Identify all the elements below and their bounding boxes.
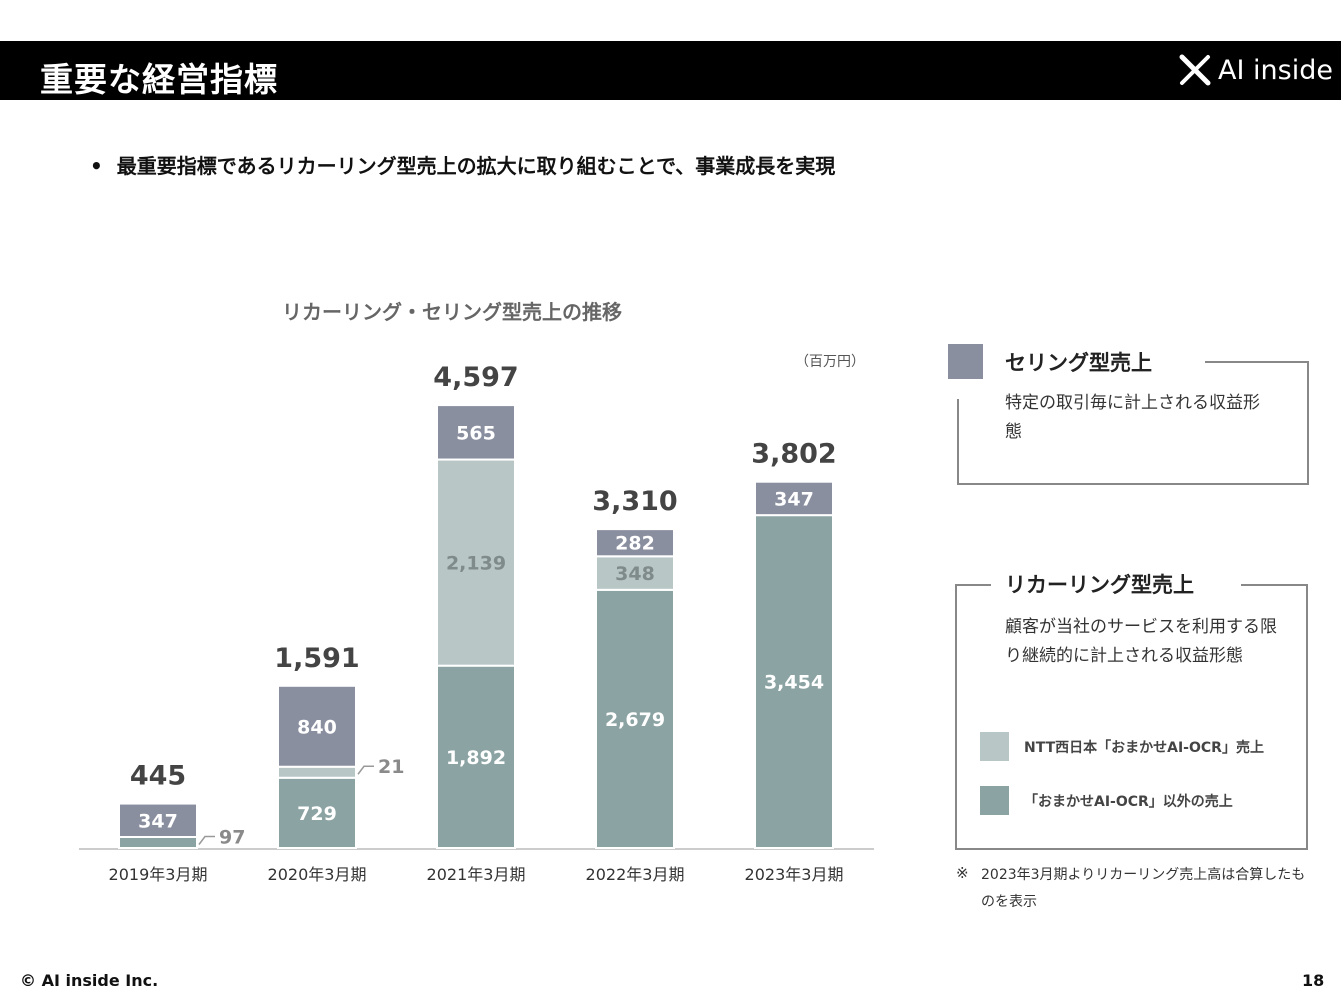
bar-segment	[436, 664, 516, 850]
card-border	[955, 584, 1308, 850]
bullet-dot: •	[90, 154, 103, 178]
card-top-line-right	[1241, 584, 1308, 586]
bar-value-label: 347	[774, 488, 814, 510]
chart-title: リカーリング・セリング型売上の推移	[282, 300, 622, 324]
x-tick-label: 2022年3月期	[586, 865, 685, 884]
legend-item-other: 「おまかせAI-OCR」以外の売上	[980, 786, 1233, 815]
bar-segment	[595, 528, 675, 558]
key-message: • 最重要指標であるリカーリング型売上の拡大に取り組むことで、事業成長を実現	[90, 150, 835, 179]
chart-unit: （百万円）	[795, 354, 865, 370]
header-bar: 重要な経営指標 AI inside	[0, 41, 1341, 100]
logo: AI inside	[1178, 53, 1333, 87]
copyright: © AI inside Inc.	[20, 971, 159, 990]
note-text: 2023年3月期よりリカーリング売上高は合算したものを表示	[981, 867, 1306, 910]
bar-total-label: 1,591	[274, 643, 359, 674]
x-tick-label: 2021年3月期	[427, 865, 526, 884]
bar-total-label: 4,597	[433, 362, 518, 393]
bar-segment	[277, 776, 357, 849]
legend-label-ntt: NTT西日本「おまかせAI-OCR」売上	[1024, 739, 1264, 756]
x-tick-label: 2020年3月期	[268, 865, 367, 884]
selling-swatch	[948, 344, 983, 379]
card-left-line	[957, 399, 959, 485]
card-top-line-left	[955, 584, 991, 586]
bar-segment	[118, 836, 198, 849]
bar-value-label: 840	[297, 716, 337, 738]
leader-line	[357, 765, 374, 775]
bar-value-label: 2,679	[605, 709, 665, 731]
page-number: 18	[1302, 971, 1325, 990]
selling-card-title: セリング型売上	[1005, 351, 1152, 375]
legend-swatch-ntt	[980, 732, 1009, 761]
bar-total-label: 3,310	[592, 486, 677, 517]
bar-segment	[436, 404, 516, 461]
legend-swatch-other	[980, 786, 1009, 815]
legend-item-ntt: NTT西日本「おまかせAI-OCR」売上	[980, 732, 1264, 761]
bar-value-label: 347	[138, 810, 178, 832]
recurring-card-title: リカーリング型売上	[1005, 573, 1194, 597]
leader-line	[198, 835, 215, 845]
bar-segment	[595, 588, 675, 849]
bar-total-label: 445	[130, 761, 186, 792]
bar-segment	[277, 765, 357, 779]
bar-segment	[277, 684, 357, 768]
bar-total-label: 3,802	[751, 439, 836, 470]
bar-value-label: 282	[615, 533, 655, 555]
selling-card-description: 特定の取引毎に計上される収益形態	[1005, 393, 1260, 442]
bar-value-label: 3,454	[764, 672, 824, 694]
bar-value-label: 2,139	[446, 553, 506, 575]
bar-value-label: 1,892	[446, 747, 506, 769]
bar-segment	[436, 458, 516, 667]
card-border	[957, 361, 1309, 485]
bar-segment	[754, 514, 834, 849]
bar-value-label: 97	[219, 827, 245, 849]
note-mark: ※	[956, 864, 969, 882]
card-top-line	[1205, 361, 1309, 363]
bar-value-label: 565	[456, 422, 496, 444]
recurring-card-description: 顧客が当社のサービスを利用する限り継続的に計上される収益形態	[1005, 617, 1277, 666]
key-message-text: 最重要指標であるリカーリング型売上の拡大に取り組むことで、事業成長を実現	[116, 154, 836, 178]
bar-value-label: 729	[297, 803, 337, 825]
legend-label-other: 「おまかせAI-OCR」以外の売上	[1024, 793, 1233, 810]
x-tick-label: 2023年3月期	[745, 865, 844, 884]
logo-text: AI inside	[1218, 54, 1333, 86]
bar-value-label: 21	[378, 756, 404, 778]
x-mark-icon	[1179, 54, 1211, 86]
bar-value-label: 348	[615, 563, 655, 585]
bar-segment	[754, 480, 834, 517]
recurring-legend-card: リカーリング型売上 顧客が当社のサービスを利用する限り継続的に計上される収益形態…	[955, 573, 1308, 852]
bar-segment	[118, 802, 198, 839]
page-title: 重要な経営指標	[40, 60, 278, 99]
selling-legend-card: セリング型売上 特定の取引毎に計上される収益形態	[948, 344, 1309, 485]
x-tick-label: 2019年3月期	[109, 865, 208, 884]
